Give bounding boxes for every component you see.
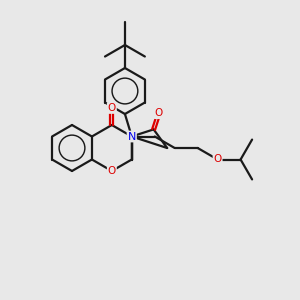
Text: O: O — [214, 154, 222, 164]
Text: O: O — [108, 103, 116, 113]
Text: O: O — [155, 108, 163, 118]
Text: N: N — [128, 131, 136, 142]
Text: O: O — [108, 166, 116, 176]
